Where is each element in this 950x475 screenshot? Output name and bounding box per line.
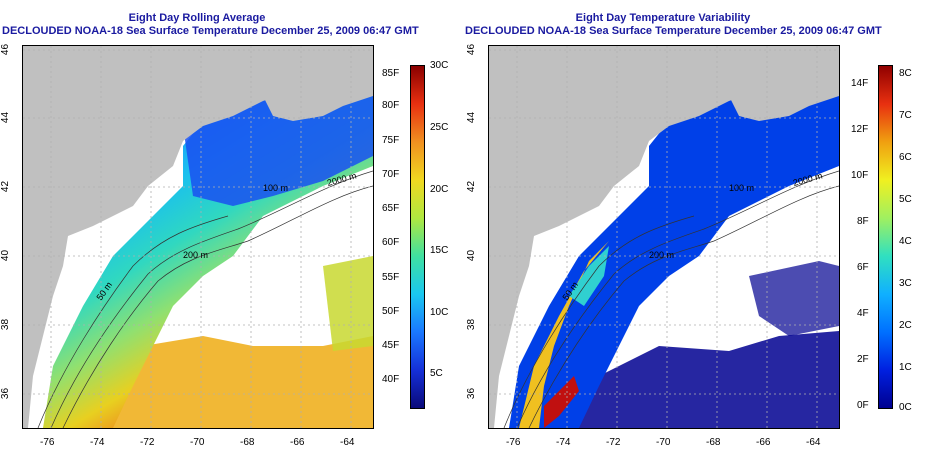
colorbar-f-label: 50F — [382, 306, 400, 317]
offshore-low-variability — [549, 331, 839, 428]
colorbar-f-label: 14F — [851, 78, 869, 89]
colorbar-f-label: 55F — [382, 272, 400, 283]
y-tick: 42 — [466, 180, 478, 193]
colorbar-f-label: 8F — [857, 216, 869, 227]
land-mass — [489, 46, 839, 428]
y-tick: 46 — [0, 43, 12, 56]
y-tick: 36 — [0, 387, 12, 400]
y-tick: 40 — [0, 249, 12, 262]
x-tick: -64 — [806, 437, 821, 448]
colorbar-c-label: 10C — [430, 307, 449, 318]
colorbar-c-label: 6C — [899, 152, 912, 163]
colorbar-f-label: 85F — [382, 68, 400, 79]
x-tick: -72 — [606, 437, 621, 448]
y-tick: 46 — [466, 43, 478, 56]
colorbar-f-label: 65F — [382, 203, 400, 214]
colorbar-f-label: 45F — [382, 340, 400, 351]
colorbar-f-label: 80F — [382, 100, 400, 111]
y-tick: 42 — [0, 180, 12, 193]
x-tick: -72 — [140, 437, 155, 448]
colorbar-c-label: 8C — [899, 68, 912, 79]
colorbar-f-label: 60F — [382, 237, 400, 248]
offshore-warm-patch — [103, 336, 373, 428]
y-tick: 44 — [466, 111, 478, 124]
x-tick: -76 — [40, 437, 55, 448]
x-tick: -70 — [190, 437, 205, 448]
colorbar-c-label: 15C — [430, 245, 449, 256]
x-tick: -66 — [756, 437, 771, 448]
shelf-variability — [509, 61, 839, 428]
x-tick: -74 — [90, 437, 105, 448]
coastal-high-variability — [519, 241, 609, 428]
offshore-mid-patch — [323, 256, 373, 351]
colorbar-f-label: 12F — [851, 124, 869, 135]
colorbar-c-label: 20C — [430, 184, 449, 195]
right-colorbar — [878, 65, 893, 409]
y-tick: 36 — [466, 387, 478, 400]
left-sst-map: 50 m 200 m 100 m 2000 m — [22, 45, 374, 429]
colorbar-f-label: 2F — [857, 354, 869, 365]
colorbar-f-label: 75F — [382, 135, 400, 146]
contour-label-100m: 100 m — [263, 183, 288, 193]
colorbar-c-label: 5C — [430, 368, 443, 379]
right-variability-map: 50 m 200 m 100 m 2000 m — [488, 45, 840, 429]
y-tick: 38 — [0, 318, 12, 331]
colorbar-c-label: 3C — [899, 278, 912, 289]
x-tick: -68 — [706, 437, 721, 448]
nova-scotia-land — [719, 46, 839, 121]
x-tick: -74 — [556, 437, 571, 448]
left-map-subtitle: DECLOUDED NOAA-18 Sea Surface Temperatur… — [2, 25, 419, 37]
contour-label-200m: 200 m — [183, 250, 208, 260]
y-tick: 38 — [466, 318, 478, 331]
x-tick: -66 — [290, 437, 305, 448]
colorbar-f-label: 6F — [857, 262, 869, 273]
colorbar-f-label: 70F — [382, 169, 400, 180]
right-map-subtitle: DECLOUDED NOAA-18 Sea Surface Temperatur… — [465, 25, 882, 37]
colorbar-f-label: 0F — [857, 400, 869, 411]
y-tick: 40 — [466, 249, 478, 262]
left-map-title: Eight Day Rolling Average — [128, 12, 266, 24]
right-map-title: Eight Day Temperature Variability — [575, 12, 751, 24]
colorbar-c-label: 4C — [899, 236, 912, 247]
colorbar-f-label: 10F — [851, 170, 869, 181]
colorbar-f-label: 4F — [857, 308, 869, 319]
contour-label-100m: 100 m — [729, 183, 754, 193]
colorbar-c-label: 5C — [899, 194, 912, 205]
colorbar-c-label: 30C — [430, 60, 449, 71]
x-tick: -70 — [656, 437, 671, 448]
nova-scotia-land — [253, 46, 373, 121]
colorbar-c-label: 0C — [899, 402, 912, 413]
x-tick: -76 — [506, 437, 521, 448]
colorbar-c-label: 2C — [899, 320, 912, 331]
colorbar-c-label: 25C — [430, 122, 449, 133]
x-tick: -64 — [340, 437, 355, 448]
contour-label-200m: 200 m — [649, 250, 674, 260]
land-mass — [23, 46, 373, 428]
x-tick: -68 — [240, 437, 255, 448]
colorbar-f-label: 40F — [382, 374, 400, 385]
left-colorbar — [410, 65, 425, 409]
y-tick: 44 — [0, 111, 12, 124]
colorbar-c-label: 1C — [899, 362, 912, 373]
colorbar-c-label: 7C — [899, 110, 912, 121]
